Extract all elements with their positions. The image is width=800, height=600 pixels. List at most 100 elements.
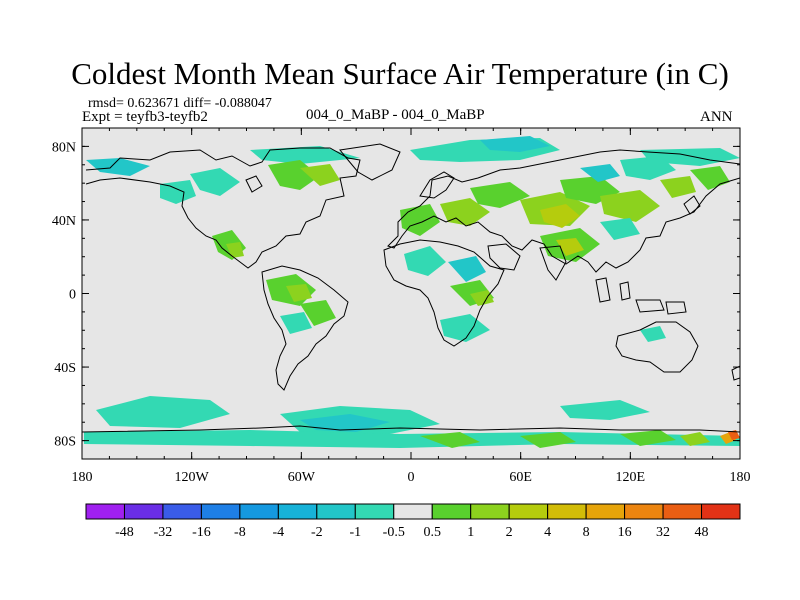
coastline-north-america [85, 147, 361, 269]
chart-title: Coldest Month Mean Surface Air Temperatu… [71, 56, 729, 91]
anomaly-patch [300, 164, 340, 186]
x-tick-label: 0 [408, 470, 415, 485]
coastline-australia [615, 321, 699, 373]
colorbar-label: -48 [115, 525, 134, 540]
coastline-north-america [245, 175, 263, 193]
colorbar-label: 8 [583, 525, 590, 540]
colorbar-label: 0.5 [423, 525, 441, 540]
anomaly-patch [404, 246, 446, 276]
colorbar-label: 48 [695, 525, 709, 540]
colorbar-swatch [277, 503, 318, 520]
anomaly-patch [190, 168, 240, 196]
colorbar-swatch [508, 503, 549, 520]
anomaly-patch [448, 256, 486, 282]
coastline-africa [383, 239, 505, 347]
colorbar-swatch [701, 503, 741, 520]
colorbar-swatch [624, 503, 664, 520]
colorbar-label: -16 [192, 525, 211, 540]
anomaly-patch [728, 430, 740, 440]
y-tick-label: 80S [54, 435, 76, 450]
anomaly-patch [470, 290, 494, 306]
x-tick-label: 180 [72, 470, 93, 485]
colorbar-label: -4 [273, 525, 285, 540]
colorbar-label: -8 [234, 525, 246, 540]
anomaly-patch [86, 158, 150, 176]
colorbar-label: -0.5 [383, 525, 405, 540]
colorbar-label: 1 [467, 525, 474, 540]
x-tick-label: 60E [509, 470, 532, 485]
y-tick-label: 0 [69, 288, 76, 303]
coastline-islands [665, 301, 687, 315]
anomaly-patch [440, 314, 490, 342]
season-label: ANN [700, 109, 733, 125]
anomaly-patch [620, 430, 676, 446]
anomaly-patch [520, 432, 576, 448]
anomaly-patch [470, 182, 530, 208]
coastline-india [539, 245, 567, 281]
anomaly-patch [620, 156, 676, 180]
axes: 180 120W 60W 0 60E 120E 180 80N 40N 0 40S 80S [52, 127, 751, 485]
colorbar-swatch [662, 503, 703, 520]
anomaly-patch [580, 164, 620, 182]
colorbar-label: -32 [154, 525, 173, 540]
coastline-japan [683, 195, 701, 215]
colorbar-label: -1 [349, 525, 361, 540]
center-subtitle: 004_0_MaBP - 004_0_MaBP [306, 107, 485, 123]
coastline-greenland [339, 143, 401, 181]
colorbar-swatch [85, 503, 125, 520]
coastline-islands [635, 299, 665, 313]
colorbar-swatch [316, 503, 356, 520]
anomaly-patch [680, 432, 710, 446]
y-tick-label: 80N [52, 140, 76, 155]
coastline-arabia [487, 243, 521, 271]
colorbar-swatch [585, 503, 626, 520]
anomaly-patch [640, 326, 666, 342]
y-tick-label: 40N [52, 214, 76, 229]
anomaly-patch [280, 312, 312, 334]
anomaly-patch [300, 414, 390, 432]
anomaly-patch [300, 300, 336, 326]
coastline-scandinavia [419, 171, 455, 199]
x-tick-label: 120E [616, 470, 646, 485]
coastline-antarctica [82, 425, 740, 433]
anomaly-patch [600, 190, 660, 222]
map-layer [82, 136, 740, 448]
anomaly-patch [600, 218, 640, 240]
anomaly-patch [480, 136, 550, 152]
x-tick-label: 60W [288, 470, 316, 485]
stats-label: rmsd= 0.623671 diff= -0.088047 [88, 96, 272, 111]
anomaly-patch [250, 146, 360, 164]
coastline-islands [619, 281, 631, 301]
anomaly-patch [84, 430, 740, 448]
y-tick-label: 40S [54, 361, 76, 376]
colorbar-label: 4 [544, 525, 551, 540]
colorbar-label: 16 [618, 525, 632, 540]
anomaly-patches [84, 136, 740, 448]
colorbar-swatch [354, 503, 395, 520]
colorbar-swatch [239, 503, 279, 520]
colorbar-swatch [123, 503, 164, 520]
anomaly-patch [560, 400, 650, 420]
coastline-eurasia [387, 149, 740, 273]
anomaly-patch [660, 176, 696, 198]
colorbar-swatch [200, 503, 241, 520]
colorbar-swatch [470, 503, 510, 520]
anomaly-patch [226, 242, 244, 258]
colorbar-swatch [547, 503, 587, 520]
colorbar-label: 2 [506, 525, 513, 540]
anomaly-patch [96, 396, 230, 428]
colorbar-swatch [393, 503, 433, 520]
colorbar-label: 32 [656, 525, 670, 540]
colorbar-swatch [162, 503, 202, 520]
coastlines [82, 143, 740, 433]
x-tick-label: 180 [730, 470, 751, 485]
anomaly-patch [420, 432, 480, 448]
experiment-label: Expt = teyfb3-teyfb2 [82, 109, 208, 125]
x-tick-label: 120W [175, 470, 210, 485]
coastline-islands [595, 277, 611, 303]
coastline-south-america [261, 265, 349, 391]
anomaly-patch [556, 238, 584, 256]
colorbar-label: -2 [311, 525, 323, 540]
anomaly-patch [400, 204, 440, 236]
